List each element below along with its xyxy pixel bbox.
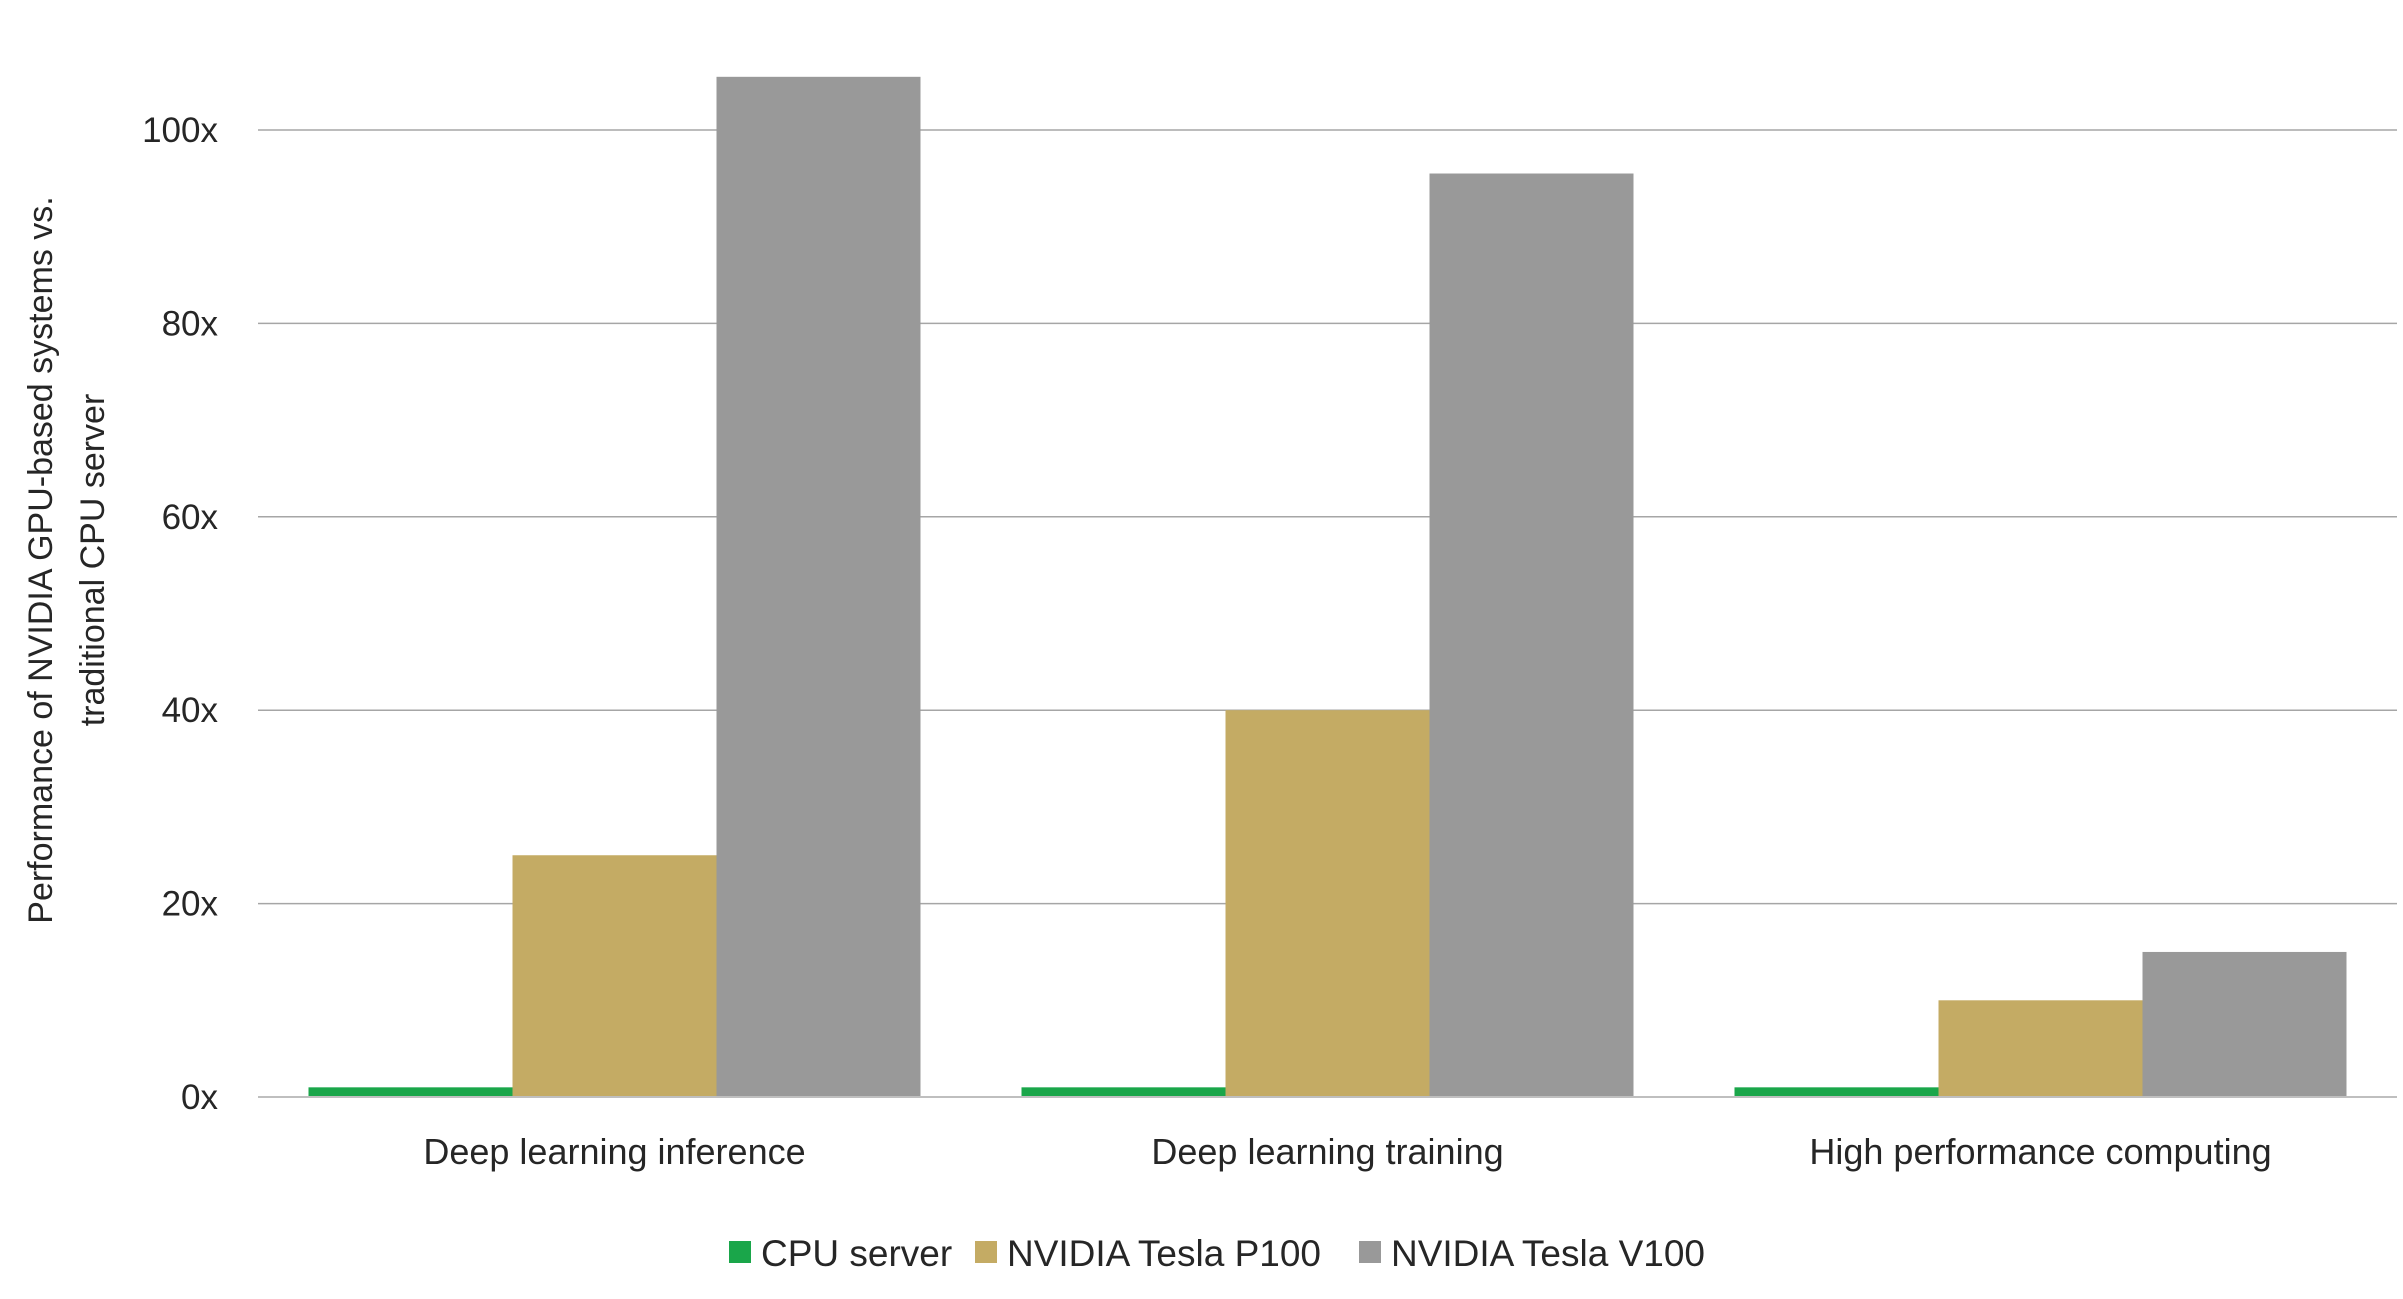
bar-cpu-server-1 xyxy=(1021,1087,1226,1097)
y-tick-label: 60x xyxy=(162,498,219,537)
y-axis-title-group: Performance of NVIDIA GPU-based systems … xyxy=(22,196,112,923)
legend-swatch xyxy=(1359,1241,1381,1263)
y-tick-label: 80x xyxy=(162,304,219,343)
bar-nvidia-tesla-p100-2 xyxy=(1938,1000,2143,1097)
gridlines xyxy=(258,129,2397,905)
x-category-label: Deep learning inference xyxy=(423,1131,805,1172)
x-category-label: High performance computing xyxy=(1809,1131,2271,1172)
legend-swatch xyxy=(975,1241,997,1263)
y-axis-title-line: Performance of NVIDIA GPU-based systems … xyxy=(22,196,60,923)
legend-label: NVIDIA Tesla V100 xyxy=(1391,1233,1705,1274)
y-tick-label: 40x xyxy=(162,691,219,730)
legend-label: NVIDIA Tesla P100 xyxy=(1007,1233,1321,1274)
bars xyxy=(308,76,2347,1097)
legend-swatch xyxy=(729,1241,751,1263)
bar-nvidia-tesla-v100-2 xyxy=(2142,951,2347,1097)
bar-cpu-server-0 xyxy=(308,1087,513,1097)
bar-cpu-server-2 xyxy=(1734,1087,1939,1097)
bar-nvidia-tesla-v100-1 xyxy=(1429,173,1634,1097)
bar-nvidia-tesla-p100-0 xyxy=(512,855,717,1097)
y-axis-title-line: traditional CPU server xyxy=(74,394,112,727)
bar-nvidia-tesla-v100-0 xyxy=(716,76,921,1097)
y-tick-label: 20x xyxy=(162,885,219,924)
legend: CPU server NVIDIA Tesla P100 NVIDIA Tesla … xyxy=(729,1233,1705,1274)
x-category-label: Deep learning training xyxy=(1151,1131,1503,1172)
y-tick-label: 100x xyxy=(142,111,218,150)
bar-nvidia-tesla-p100-1 xyxy=(1225,710,1430,1097)
y-axis-title: Performance of NVIDIA GPU-based systems … xyxy=(22,196,112,923)
x-category-labels: Deep learning inference Deep learning tra… xyxy=(423,1131,2271,1172)
y-tick-label: 0x xyxy=(181,1078,218,1117)
y-tick-labels: 0x 20x 40x 60x 80x 100x xyxy=(142,111,218,1117)
legend-label: CPU server xyxy=(761,1233,952,1274)
